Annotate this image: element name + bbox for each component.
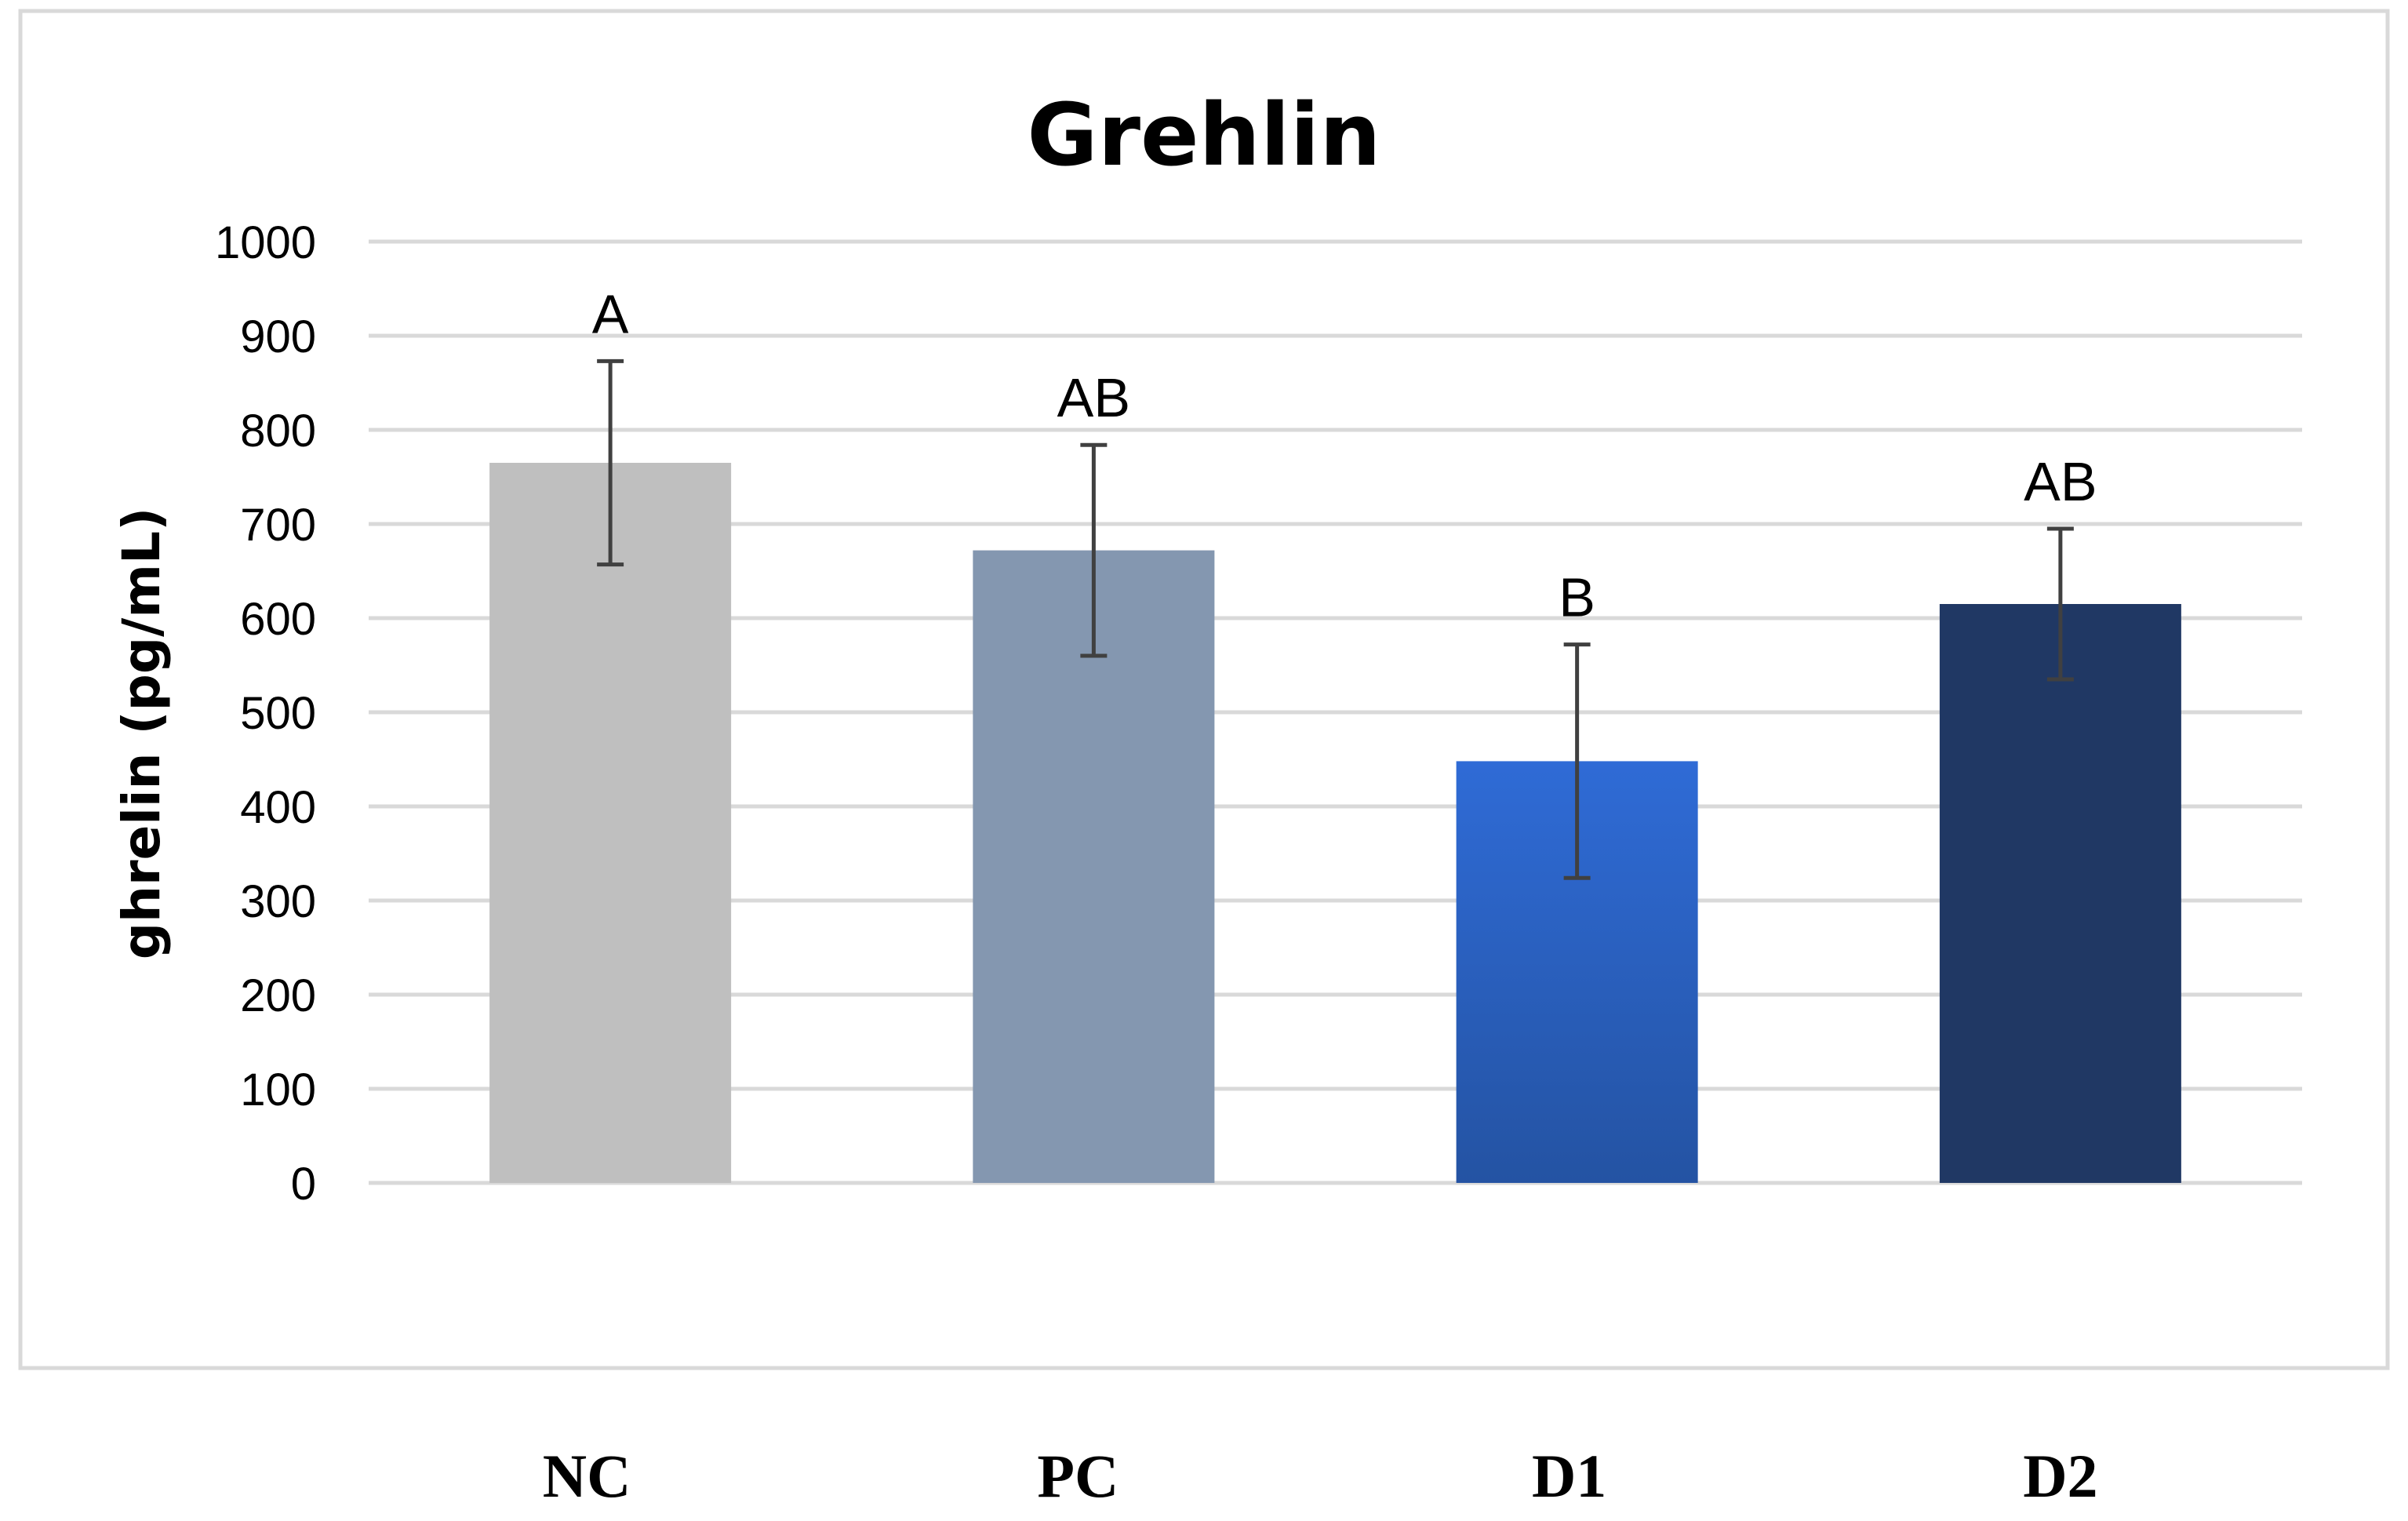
- error-bar-d1: [1563, 642, 1591, 880]
- y-tick-label-100: 100: [240, 1064, 316, 1115]
- y-tick-label-500: 500: [240, 688, 316, 739]
- error-bar-pc: [1080, 442, 1108, 658]
- significance-label-d2: AB: [2024, 451, 2097, 512]
- significance-label-d1: B: [1559, 567, 1595, 628]
- error-bars: [597, 358, 2074, 880]
- y-axis-label: ghrelin (pg/mL): [111, 508, 172, 960]
- bar-nc: [489, 463, 732, 1183]
- significance-label-pc: AB: [1057, 367, 1130, 428]
- error-bar-nc: [597, 358, 624, 567]
- y-tick-label-700: 700: [240, 500, 316, 551]
- significance-label-nc: A: [592, 283, 629, 344]
- chart-title: Grehlin: [1027, 85, 1380, 185]
- y-tick-label-800: 800: [240, 406, 316, 457]
- category-label-nc: NC: [543, 1442, 631, 1510]
- significance-labels: A AB B AB: [592, 283, 2097, 628]
- y-tick-label-200: 200: [240, 970, 316, 1021]
- y-tick-label-600: 600: [240, 594, 316, 645]
- y-tick-label-0: 0: [291, 1159, 316, 1210]
- category-label-d2: D2: [2023, 1442, 2097, 1510]
- y-tick-label-400: 400: [240, 782, 316, 833]
- category-label-d1: D1: [1532, 1442, 1606, 1510]
- y-tick-labels: 0 100 200 300 400 500 600 700 800 900 1000: [215, 217, 316, 1210]
- category-label-pc: PC: [1037, 1442, 1119, 1510]
- error-bar-d2: [2046, 526, 2074, 682]
- category-labels: NC PC D1 D2: [543, 1442, 2098, 1510]
- y-tick-label-300: 300: [240, 876, 316, 927]
- y-tick-label-900: 900: [240, 311, 316, 362]
- y-tick-label-1000: 1000: [215, 217, 316, 268]
- bars: [489, 463, 2181, 1183]
- bar-d2: [1939, 604, 2181, 1183]
- plot-frame: [18, 9, 2390, 1370]
